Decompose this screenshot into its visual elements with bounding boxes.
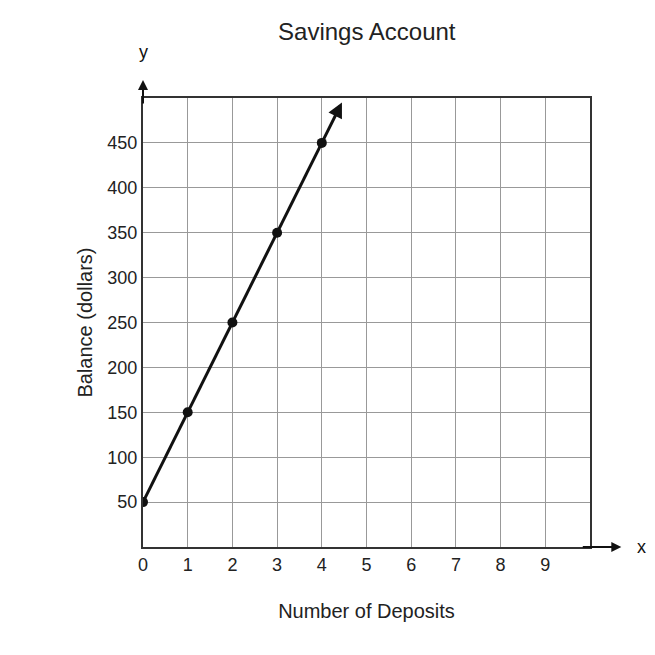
svg-text:1: 1 xyxy=(183,555,193,575)
svg-text:Balance (dollars): Balance (dollars) xyxy=(74,247,96,397)
svg-text:9: 9 xyxy=(540,555,550,575)
svg-text:Number of Deposits: Number of Deposits xyxy=(278,600,455,622)
svg-text:0: 0 xyxy=(138,555,148,575)
svg-text:50: 50 xyxy=(117,492,137,512)
svg-text:200: 200 xyxy=(107,358,137,378)
svg-text:5: 5 xyxy=(361,555,371,575)
svg-text:8: 8 xyxy=(496,555,506,575)
svg-text:4: 4 xyxy=(317,555,327,575)
svg-text:150: 150 xyxy=(107,403,137,423)
svg-text:7: 7 xyxy=(451,555,461,575)
svg-text:y: y xyxy=(139,42,148,62)
svg-text:350: 350 xyxy=(107,223,137,243)
svg-text:250: 250 xyxy=(107,313,137,333)
svg-text:300: 300 xyxy=(107,268,137,288)
svg-text:450: 450 xyxy=(107,133,137,153)
svg-text:x: x xyxy=(637,537,646,557)
svg-text:2: 2 xyxy=(227,555,237,575)
svg-text:100: 100 xyxy=(107,448,137,468)
svg-text:3: 3 xyxy=(272,555,282,575)
svg-text:400: 400 xyxy=(107,178,137,198)
svg-text:6: 6 xyxy=(406,555,416,575)
svg-text:Savings Account: Savings Account xyxy=(278,18,456,45)
